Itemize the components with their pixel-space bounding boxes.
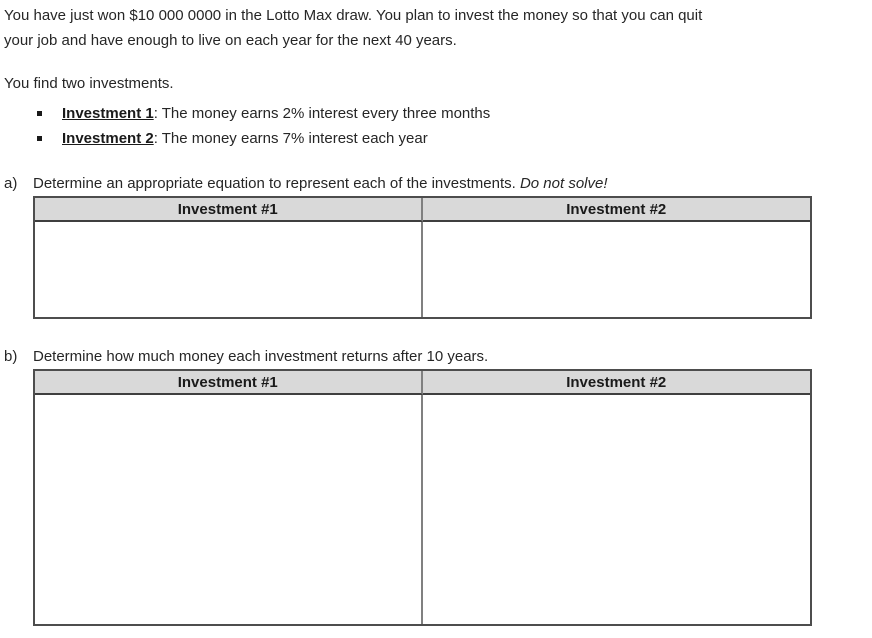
intro-line-2: your job and have enough to live on each… (4, 32, 457, 49)
investment-2-description: : The money earns 7% interest each year (153, 130, 428, 147)
investment-2-label: Investment 2 (62, 130, 154, 147)
part-b-instruction: Determine how much money each investment… (33, 348, 489, 365)
investment-bullet-list: Investment 1: The money earns 2% interes… (4, 101, 868, 151)
bullet-text-investment-2: Investment 2: The money earns 7% interes… (62, 126, 428, 151)
part-a-label: a) (4, 175, 18, 192)
returns-answer-cell-investment-2[interactable] (422, 395, 810, 624)
bullet-marker-box (37, 111, 62, 116)
investment-1-description: : The money earns 2% interest every thre… (153, 105, 491, 122)
bullet-item-investment-1: Investment 1: The money earns 2% interes… (4, 101, 868, 126)
part-a-text: Determine an appropriate equation to rep… (33, 174, 608, 193)
equation-table-header-row: Investment #1 Investment #2 (35, 198, 810, 222)
bullet-marker-box (37, 136, 62, 141)
equation-table-answer-row (35, 222, 810, 317)
returns-table-header-investment-1: Investment #1 (35, 371, 423, 395)
part-a-prompt: a) Determine an appropriate equation to … (4, 174, 868, 193)
part-a-instruction: Determine an appropriate equation to rep… (33, 175, 520, 192)
part-b-prompt: b) Determine how much money each investm… (4, 347, 868, 366)
equation-answer-table: Investment #1 Investment #2 (33, 196, 812, 319)
find-investments-text: You find two investments. (4, 75, 174, 92)
equation-answer-cell-investment-2[interactable] (422, 222, 810, 317)
returns-table-answer-row (35, 395, 810, 624)
returns-table-header-investment-2: Investment #2 (422, 371, 810, 395)
part-a-do-not-solve: Do not solve! (519, 175, 608, 192)
returns-answer-table: Investment #1 Investment #2 (33, 369, 812, 626)
intro-line-1: You have just won $10 000 0000 in the Lo… (4, 7, 703, 24)
bullet-square-icon (37, 111, 42, 116)
returns-table-header-row: Investment #1 Investment #2 (35, 371, 810, 395)
equation-table-header-investment-2: Investment #2 (422, 198, 810, 222)
part-b-label: b) (4, 348, 18, 365)
equation-table-header-investment-1: Investment #1 (35, 198, 423, 222)
investment-1-label: Investment 1 (62, 105, 154, 122)
bullet-item-investment-2: Investment 2: The money earns 7% interes… (4, 126, 868, 151)
bullet-text-investment-1: Investment 1: The money earns 2% interes… (62, 101, 490, 126)
returns-answer-cell-investment-1[interactable] (35, 395, 423, 624)
intro-paragraph: You have just won $10 000 0000 in the Lo… (4, 3, 868, 53)
equation-answer-cell-investment-1[interactable] (35, 222, 423, 317)
bullet-square-icon (37, 136, 42, 141)
